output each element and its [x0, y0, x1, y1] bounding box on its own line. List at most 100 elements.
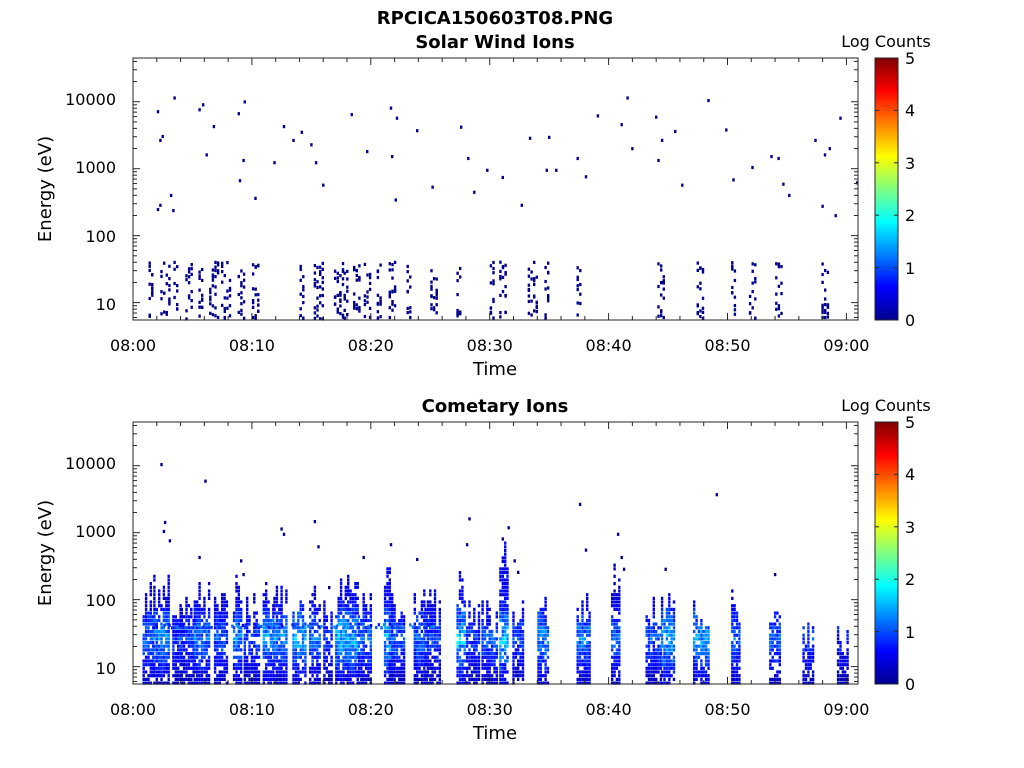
cometary-burst-cell [278, 611, 281, 615]
solar-wind-burst-cell [547, 286, 550, 290]
cometary-burst-cell [167, 648, 170, 652]
cometary-burst-cell [255, 677, 258, 681]
cometary-burst-cell [339, 644, 343, 648]
cometary-burst-cell [493, 663, 496, 667]
cometary-burst-cell [586, 652, 589, 656]
cometary-burst-cell [393, 670, 396, 674]
cometary-burst-cell [221, 648, 224, 652]
cometary-burst-cell [488, 622, 491, 626]
cometary-burst-cell [257, 670, 261, 674]
cometary-burst-cell [267, 674, 270, 678]
cometary-burst-cell [704, 648, 708, 652]
cometary-burst-cell [147, 655, 150, 659]
solar-wind-burst-cell [214, 285, 217, 289]
cometary-burst-cell [351, 674, 355, 678]
solar-wind-burst-cell [242, 272, 246, 276]
cometary-count-cell [578, 502, 582, 506]
solar-wind-burst-cell [780, 265, 783, 269]
cometary-burst-cell [213, 637, 217, 641]
cometary-burst-cell [177, 618, 180, 623]
cometary-burst-cell [704, 633, 708, 637]
cometary-burst-cell [839, 663, 842, 667]
cometary-burst-cell [402, 652, 406, 656]
solar-wind-burst-cell [355, 278, 358, 282]
cometary-burst-cell [257, 663, 261, 667]
cometary-burst-cell [670, 652, 673, 656]
cometary-band-cell [155, 624, 158, 628]
cometary-burst-cell [192, 622, 195, 626]
cometary-burst-cell [383, 670, 387, 674]
cometary-burst-cell [542, 655, 545, 659]
cometary-burst-cell [809, 655, 812, 659]
solar-wind-xtick-2: 08:20 [348, 336, 394, 355]
cometary-burst-cell [391, 593, 394, 597]
cometary-burst-cell [693, 674, 696, 678]
cometary-burst-cell [354, 622, 357, 626]
cometary-burst-cell [413, 644, 416, 648]
cometary-burst-cell [362, 615, 365, 619]
cometary-burst-cell [697, 633, 701, 637]
cometary-burst-cell [354, 633, 357, 637]
cometary-burst-cell [771, 659, 774, 663]
solar-wind-burst-cell [406, 270, 409, 274]
cometary-burst-cell [193, 637, 196, 641]
cometary-burst-cell [386, 593, 389, 597]
solar-wind-burst-cell [151, 290, 154, 294]
cometary-burst-cell [391, 622, 394, 626]
solar-wind-burst-cell [221, 264, 224, 269]
cometary-burst-cell [167, 593, 170, 597]
cometary-burst-cell [423, 615, 426, 619]
cometary-burst-cell [342, 637, 345, 641]
cometary-burst-cell [470, 674, 474, 678]
solar-wind-burst-cell [302, 294, 305, 299]
cometary-burst-cell [735, 626, 739, 630]
cometary-burst-cell [670, 637, 673, 641]
solar-wind-count-cell [751, 165, 754, 170]
cometary-burst-cell [193, 633, 196, 637]
cometary-burst-cell [360, 659, 363, 663]
cometary-burst-cell [416, 666, 419, 670]
solar-wind-burst-cell [316, 304, 319, 308]
cometary-burst-cell [647, 622, 651, 626]
cometary-burst-cell [438, 633, 441, 637]
cometary-burst-cell [362, 618, 365, 623]
cometary-burst-cell [342, 633, 345, 637]
cometary-burst-cell [356, 596, 359, 600]
solar-wind-burst-cell [366, 290, 369, 294]
cometary-burst-cell [413, 666, 416, 670]
cometary-burst-cell [218, 663, 221, 667]
cometary-burst-cell [174, 655, 177, 659]
cometary-burst-cell [347, 674, 350, 678]
cometary-burst-cell [420, 648, 424, 652]
solar-wind-burst-cell [319, 294, 322, 298]
cometary-burst-cell [328, 648, 331, 652]
cometary-burst-cell [142, 670, 145, 674]
cometary-burst-cell [316, 666, 319, 670]
cometary-burst-cell [841, 670, 844, 674]
cometary-burst-cell [544, 622, 547, 626]
cometary-burst-cell [613, 618, 616, 623]
cometary-burst-cell [177, 622, 180, 626]
cometary-burst-cell [344, 663, 347, 667]
cometary-burst-cell [275, 626, 279, 630]
cometary-burst-cell [663, 652, 666, 656]
cometary-burst-cell [501, 681, 504, 685]
cometary-burst-cell [576, 648, 579, 652]
cometary-burst-cell [400, 633, 403, 637]
cometary-burst-cell [778, 641, 781, 645]
cometary-burst-cell [663, 681, 666, 685]
cometary-burst-cell [807, 648, 810, 652]
cometary-burst-cell [458, 641, 462, 645]
cometary-burst-cell [578, 648, 582, 652]
cometary-burst-cell [205, 666, 208, 670]
cometary-burst-cell [456, 641, 459, 645]
cometary-burst-cell [339, 677, 343, 681]
cometary-burst-cell [313, 604, 317, 608]
cometary-burst-cell [499, 648, 502, 652]
cometary-burst-cell [196, 629, 199, 634]
cometary-burst-cell [475, 666, 478, 670]
cometary-burst-cell [180, 648, 183, 652]
cometary-burst-cell [174, 670, 177, 674]
cometary-burst-cell [486, 681, 489, 685]
cometary-burst-cell [486, 648, 489, 652]
